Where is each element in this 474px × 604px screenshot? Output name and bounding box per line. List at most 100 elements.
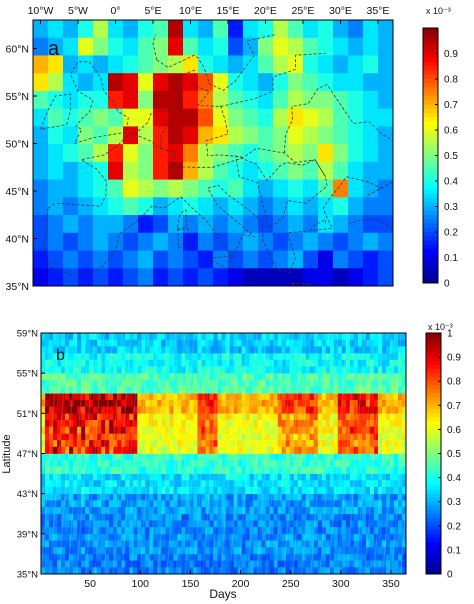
grid-cell xyxy=(365,533,371,541)
grid-cell xyxy=(277,560,282,568)
grid-cell xyxy=(161,446,166,454)
grid-cell xyxy=(241,346,246,354)
grid-cell xyxy=(373,507,379,515)
grid-cell xyxy=(329,433,335,441)
grid-cell xyxy=(229,453,234,461)
grid-cell xyxy=(149,420,154,428)
grid-cell xyxy=(141,466,146,474)
grid-cell xyxy=(385,473,391,481)
grid-cell xyxy=(201,567,206,575)
grid-cell xyxy=(345,339,351,347)
grid-cell xyxy=(285,500,290,508)
grid-cell xyxy=(329,473,335,481)
grid-cell xyxy=(237,520,242,528)
grid-cell xyxy=(85,520,90,528)
grid-cell xyxy=(228,108,244,127)
grid-cell xyxy=(313,366,319,374)
grid-cell xyxy=(101,339,106,347)
colorbar-segment xyxy=(423,172,438,178)
grid-cell xyxy=(349,527,355,535)
grid-cell xyxy=(293,547,299,555)
grid-cell xyxy=(205,500,210,508)
grid-cell xyxy=(145,359,150,367)
grid-cell xyxy=(129,553,134,561)
grid-cell xyxy=(237,480,242,488)
grid-cell xyxy=(229,460,234,468)
grid-cell xyxy=(229,500,234,508)
grid-cell xyxy=(93,540,98,548)
grid-cell xyxy=(69,567,74,575)
grid-cell xyxy=(297,540,303,548)
grid-cell xyxy=(125,567,130,575)
grid-cell xyxy=(85,466,90,474)
grid-cell xyxy=(245,493,250,501)
grid-cell xyxy=(153,500,158,508)
grid-cell xyxy=(169,533,174,541)
grid-cell xyxy=(169,486,174,494)
grid-cell xyxy=(129,567,134,575)
grid-cell xyxy=(141,373,146,381)
grid-cell xyxy=(85,426,90,434)
grid-cell xyxy=(337,540,343,548)
colorbar-tick-label: 0.4 xyxy=(447,473,461,484)
grid-cell xyxy=(117,547,122,555)
grid-cell xyxy=(65,366,70,374)
grid-cell xyxy=(281,453,286,461)
grid-cell xyxy=(153,466,158,474)
grid-cell xyxy=(369,386,375,394)
grid-cell xyxy=(261,527,266,535)
grid-cell xyxy=(341,507,347,515)
grid-cell xyxy=(69,413,74,421)
grid-cell xyxy=(153,446,158,454)
grid-cell xyxy=(265,440,270,448)
grid-cell xyxy=(377,553,383,561)
grid-cell xyxy=(77,346,82,354)
grid-cell xyxy=(53,433,58,441)
grid-cell xyxy=(197,507,202,515)
grid-cell xyxy=(183,126,199,145)
grid-cell xyxy=(381,399,387,407)
grid-cell xyxy=(97,386,102,394)
grid-cell xyxy=(61,359,66,367)
grid-cell xyxy=(393,500,399,508)
grid-cell xyxy=(117,366,122,374)
grid-cell xyxy=(245,480,250,488)
grid-cell xyxy=(265,560,270,568)
grid-cell xyxy=(381,473,387,481)
grid-cell xyxy=(357,520,363,528)
grid-cell xyxy=(205,399,210,407)
grid-cell xyxy=(41,379,46,387)
grid-cell xyxy=(93,126,109,145)
grid-cell xyxy=(321,399,327,407)
grid-cell xyxy=(57,466,62,474)
grid-cell xyxy=(173,540,178,548)
grid-cell xyxy=(333,90,349,110)
grid-cell xyxy=(149,553,154,561)
grid-cell xyxy=(397,500,403,508)
colorbar-tick-label: 0.1 xyxy=(444,253,458,264)
grid-cell xyxy=(363,90,379,110)
grid-cell xyxy=(281,460,286,468)
grid-cell xyxy=(225,486,230,494)
grid-cell xyxy=(309,433,315,441)
grid-cell xyxy=(401,406,407,414)
grid-cell xyxy=(245,359,250,367)
colorbar-segment xyxy=(426,525,441,531)
grid-cell xyxy=(377,399,383,407)
grid-cell xyxy=(321,513,327,521)
grid-cell xyxy=(261,339,266,347)
grid-cell xyxy=(101,333,106,340)
grid-cell xyxy=(161,480,166,488)
grid-cell xyxy=(353,413,359,421)
grid-cell xyxy=(149,359,154,367)
grid-cell xyxy=(373,333,379,340)
grid-cell xyxy=(243,215,259,234)
colorbar-segment xyxy=(426,369,441,374)
grid-cell xyxy=(129,420,134,428)
grid-cell xyxy=(105,393,110,401)
colorbar-tick-label: 0.2 xyxy=(447,521,461,532)
grid-cell xyxy=(193,533,198,541)
grid-cell xyxy=(133,339,138,347)
grid-cell xyxy=(349,393,355,401)
grid-cell xyxy=(97,366,102,374)
